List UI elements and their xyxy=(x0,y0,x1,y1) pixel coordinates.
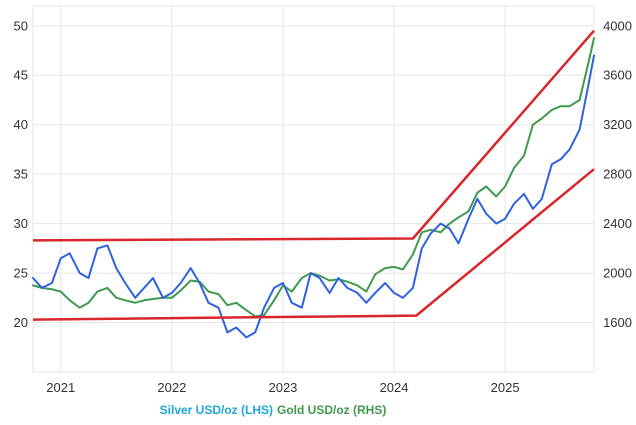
x-tick-label: 2024 xyxy=(380,380,409,395)
left-y-tick-label: 20 xyxy=(14,315,28,330)
legend: Silver USD/oz (LHS) Gold USD/oz (RHS) xyxy=(160,403,387,417)
upper-trend-line xyxy=(32,29,595,242)
left-y-tick-label: 35 xyxy=(14,167,28,182)
right-y-tick-label: 2800 xyxy=(603,167,632,182)
x-tick-label: 2023 xyxy=(268,380,297,395)
series-layer xyxy=(32,37,595,339)
right-y-tick-label: 3200 xyxy=(603,117,632,132)
legend-silver: Silver USD/oz (LHS) xyxy=(160,403,273,417)
left-y-axis: 20 25 30 35 40 45 50 xyxy=(14,18,28,330)
x-tick-label: 2021 xyxy=(46,380,75,395)
right-y-tick-label: 2000 xyxy=(603,266,632,281)
right-y-tick-label: 1600 xyxy=(603,315,632,330)
left-y-tick-label: 50 xyxy=(14,18,28,33)
grid xyxy=(32,5,595,373)
right-y-tick-label: 4000 xyxy=(603,18,632,33)
right-y-tick-label: 3600 xyxy=(603,68,632,83)
left-y-tick-label: 40 xyxy=(14,117,28,132)
x-axis: 2021 2022 2023 2024 2025 xyxy=(46,380,519,395)
right-y-axis: 1600 2000 2400 2800 3200 3600 4000 xyxy=(603,18,632,330)
lower-trend-line xyxy=(32,168,595,321)
x-tick-label: 2025 xyxy=(491,380,520,395)
left-y-tick-label: 45 xyxy=(14,68,28,83)
left-y-tick-label: 30 xyxy=(14,216,28,231)
right-y-tick-label: 2400 xyxy=(603,216,632,231)
trend-lines xyxy=(32,29,595,321)
silver-line xyxy=(32,54,595,339)
x-tick-label: 2022 xyxy=(157,380,186,395)
left-y-tick-label: 25 xyxy=(14,266,28,281)
gold-line xyxy=(32,37,595,318)
plot-frame xyxy=(32,5,595,373)
legend-gold: Gold USD/oz (RHS) xyxy=(277,403,386,417)
